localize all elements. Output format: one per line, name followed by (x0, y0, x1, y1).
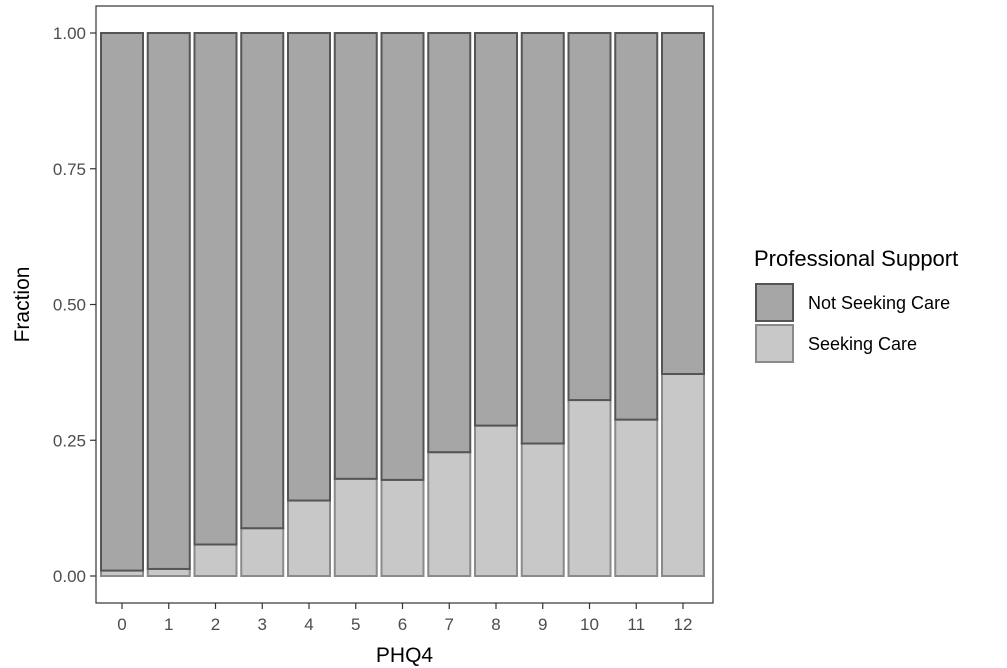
x-tick-label: 3 (258, 615, 267, 634)
legend-key-not-seeking-care (755, 283, 794, 322)
legend-key-seeking-care (755, 324, 794, 363)
x-tick-label: 4 (304, 615, 313, 634)
x-tick-label: 11 (627, 615, 645, 634)
x-tick-label: 6 (398, 615, 407, 634)
bar-not-seeking-care-1 (146, 32, 191, 570)
bar-seeking-care-4 (287, 499, 331, 578)
bar-not-seeking-care-0 (100, 32, 144, 572)
legend-label-seeking-care: Seeking Care (808, 334, 917, 354)
bar-not-seeking-care-7 (427, 32, 472, 454)
bar-seeking-care-11 (614, 418, 659, 577)
bar-not-seeking-care-8 (474, 32, 518, 427)
y-tick-label: 0.75 (53, 160, 86, 179)
bar-not-seeking-care-10 (567, 32, 612, 402)
x-tick-label: 0 (117, 615, 126, 634)
bar-seeking-care-2 (193, 543, 238, 577)
x-axis: 0 1 2 3 4 5 6 7 8 9 10 11 12 (117, 603, 692, 634)
y-tick-label: 0.50 (53, 296, 86, 315)
x-tick-label: 5 (351, 615, 360, 634)
bar-not-seeking-care-9 (520, 32, 565, 445)
bar-seeking-care-1 (146, 567, 191, 577)
bar-not-seeking-care-11 (614, 32, 659, 421)
bar-not-seeking-care-6 (380, 32, 425, 481)
bar-seeking-care-12 (661, 373, 705, 577)
x-tick-label: 9 (538, 615, 547, 634)
x-axis-title: PHQ4 (376, 644, 434, 667)
x-tick-label: 2 (211, 615, 220, 634)
bar-seeking-care-6 (380, 478, 425, 578)
x-tick-label: 10 (580, 615, 599, 634)
bar-not-seeking-care-2 (193, 32, 238, 546)
bar-seeking-care-7 (427, 451, 472, 578)
bar-not-seeking-care-5 (333, 32, 378, 480)
y-tick-label: 0.00 (53, 567, 86, 586)
x-tick-label: 7 (445, 615, 454, 634)
x-tick-label: 8 (491, 615, 500, 634)
y-tick-label: 0.25 (53, 431, 86, 450)
bar-seeking-care-10 (567, 399, 612, 577)
y-tick-label: 1.00 (53, 24, 86, 43)
bar-not-seeking-care-4 (287, 32, 331, 502)
legend: Professional Support Not Seeking Care See… (754, 246, 958, 363)
bar-not-seeking-care-12 (661, 32, 705, 376)
x-tick-label: 12 (674, 615, 693, 634)
legend-label-not-seeking-care: Not Seeking Care (808, 293, 950, 313)
bar-seeking-care-9 (520, 442, 565, 577)
y-axis: 0.00 0.25 0.50 0.75 1.00 (53, 24, 96, 586)
bar-seeking-care-8 (474, 424, 518, 577)
x-tick-label: 1 (164, 615, 173, 634)
y-axis-title: Fraction (11, 267, 34, 343)
legend-title: Professional Support (754, 246, 958, 271)
bar-seeking-care-5 (333, 477, 378, 578)
bar-not-seeking-care-3 (240, 32, 285, 530)
bars-layer (100, 32, 705, 578)
bar-seeking-care-3 (240, 527, 285, 578)
